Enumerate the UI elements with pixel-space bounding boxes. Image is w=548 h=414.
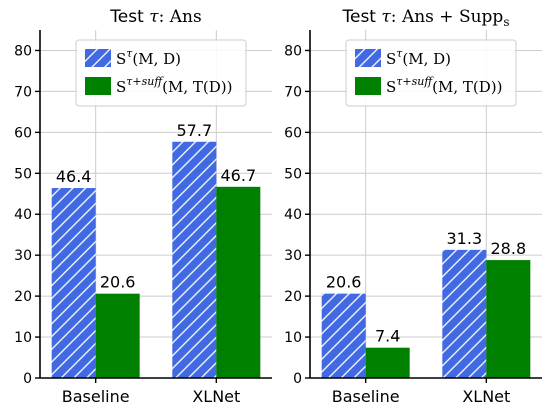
legend-args: (M, D) [402,50,451,68]
y-tick-label: 70 [284,84,302,100]
chart-title: Test τ: Ans + Supps [342,7,510,29]
data-label: 28.8 [491,239,527,258]
y-tick-label: 30 [284,248,302,264]
legend-args: (M, T(D)) [162,78,232,96]
legend-superscript: τ+suff [396,75,434,88]
y-tick-label: 80 [14,43,32,59]
y-tick-label: 10 [14,330,32,346]
legend-box [75,39,247,107]
data-label: 31.3 [447,229,483,248]
data-label: 7.4 [375,327,400,346]
y-tick-label: 20 [14,289,32,305]
y-tick-label: 0 [293,371,302,387]
x-tick-label: XLNet [462,387,510,406]
legend-superscript: τ [396,47,403,60]
y-tick-label: 60 [14,125,32,141]
legend-swatch [85,77,111,95]
legend-base: S [386,78,396,96]
y-tick-label: 20 [284,289,302,305]
bar-xlnet-series-1 [172,141,217,378]
x-tick-label: Baseline [332,387,400,406]
title-colon: : [159,7,170,27]
title-math: Ans [169,7,202,27]
legend-swatch [355,77,381,95]
legend-swatch [355,49,381,67]
bar-xlnet-series-1 [442,249,487,378]
y-tick-label: 50 [284,166,302,182]
legend-box [345,39,517,107]
left-chart-panel: 46.4 57.7 20.6 46.7 0 10 20 30 40 50 60 70 80 Baselin… [14,7,272,406]
bar-baseline-series-2 [95,293,140,378]
legend-base: S [116,50,126,68]
legend-swatch [85,49,111,67]
chart-title: Test τ: Ans [109,7,201,27]
legend-entry: Sτ(M, D) [386,47,451,68]
x-tick-label: XLNet [192,387,240,406]
y-tick-label: 70 [14,84,32,100]
legend-base: S [116,78,126,96]
legend-base: S [386,50,396,68]
bar-baseline-series-1 [51,188,96,378]
legend-superscript: τ [126,47,133,60]
data-label: 20.6 [100,273,136,292]
title-prefix: Test [342,7,382,27]
legend-args: (M, D) [132,50,181,68]
y-tick-label: 30 [14,248,32,264]
legend-entry: Sτ(M, D) [116,47,181,68]
title-tau: τ [149,7,159,27]
legend-entry: Sτ+suff(M, T(D)) [386,75,502,96]
y-tick-label: 40 [14,207,32,223]
y-tick-label: 40 [284,207,302,223]
title-tau: τ [381,7,391,27]
bar-baseline-series-2 [365,347,410,378]
x-tick-label: Baseline [62,387,130,406]
y-tick-label: 10 [284,330,302,346]
bar-xlnet-series-2 [216,186,261,378]
y-tick-label: 60 [284,125,302,141]
title-prefix: Test [109,7,149,27]
y-tick-label: 80 [284,43,302,59]
bar-xlnet-series-2 [486,260,531,378]
y-tick-label: 0 [23,371,32,387]
title-math: Ans + Supp [401,7,503,27]
legend-entry: Sτ+suff(M, T(D)) [116,75,232,96]
title-math-subscript: s [503,15,509,29]
data-label: 46.7 [221,166,257,185]
data-label: 46.4 [56,167,92,186]
legend-args: (M, T(D)) [432,78,502,96]
legend-superscript: τ+suff [126,75,164,88]
data-label: 20.6 [326,273,362,292]
bar-baseline-series-1 [321,293,366,378]
data-label: 57.7 [177,121,213,140]
title-colon: : [391,7,402,27]
right-chart-panel: 20.6 31.3 7.4 28.8 0 10 20 30 40 50 60 70 80 Baseline… [284,7,542,406]
y-tick-label: 50 [14,166,32,182]
